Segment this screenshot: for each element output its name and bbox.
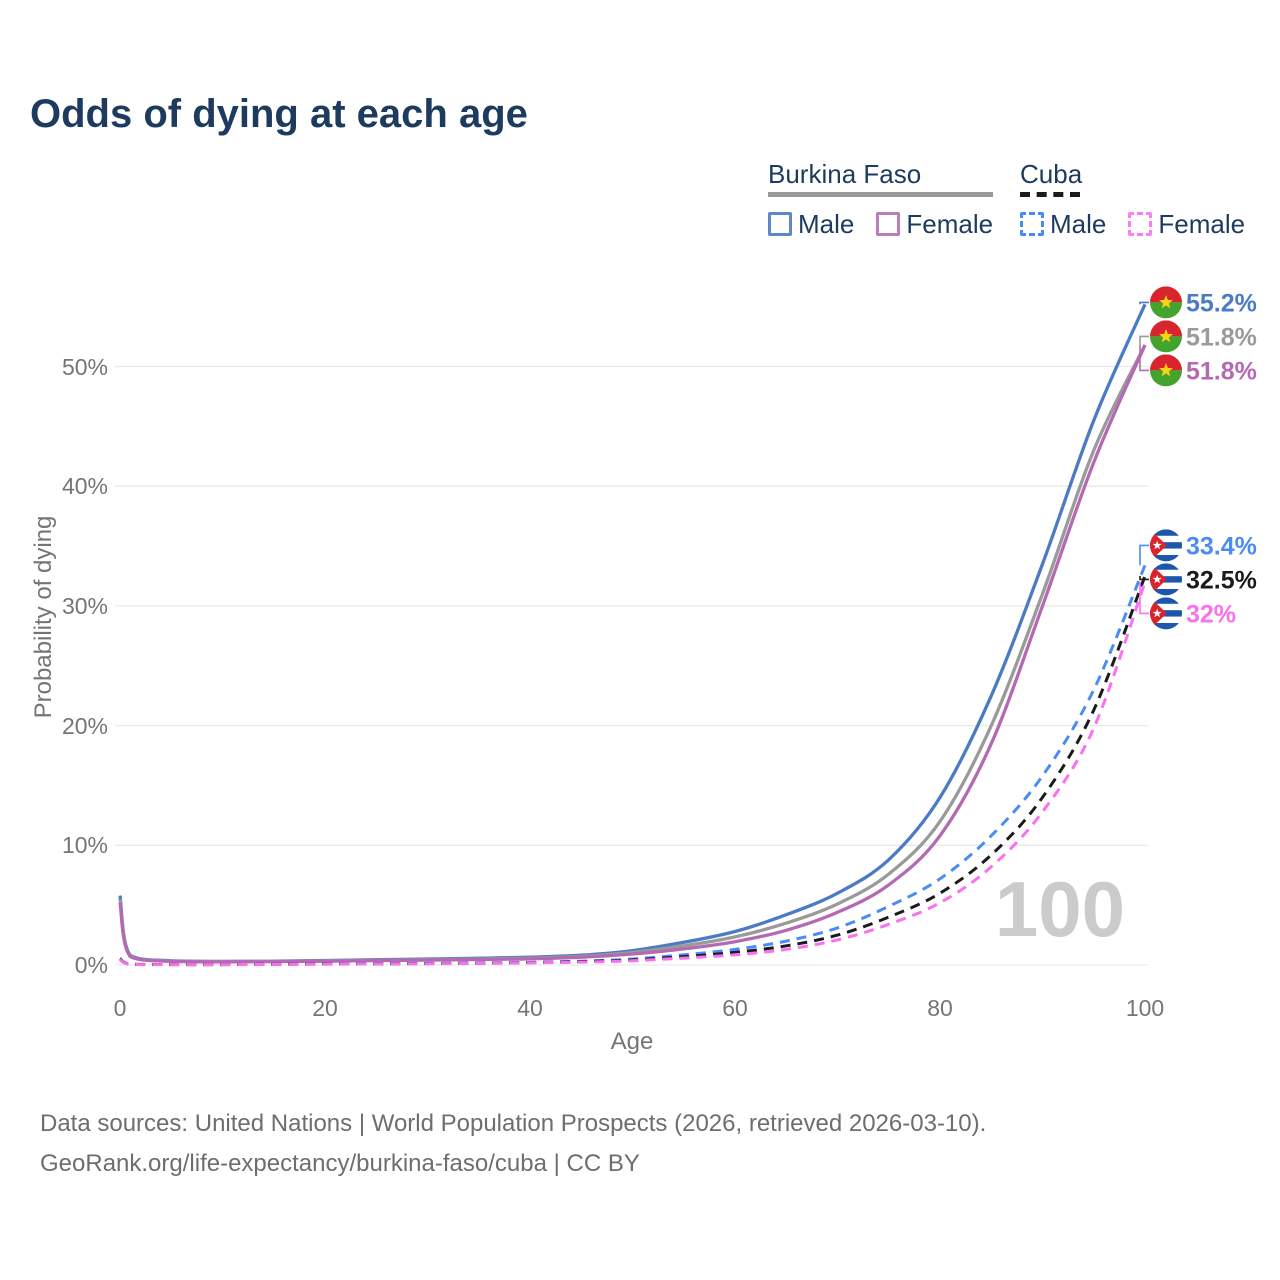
- y-tick-label-0%: 0%: [74, 952, 108, 978]
- end-value-label-burkina-faso-male: 55.2%: [1186, 289, 1257, 317]
- end-value-label-cuba-both: 32.5%: [1186, 566, 1257, 594]
- legend-label-burkina-faso-female: Female: [906, 208, 994, 239]
- cuba-flag-icon: [1150, 563, 1182, 596]
- cuba-flag-icon: [1150, 597, 1182, 630]
- end-value-label-burkina-faso-female: 51.8%: [1186, 357, 1257, 385]
- label-connector-burkina-faso-both: [1139, 335, 1149, 345]
- legend-row-cuba: Male Female: [1020, 209, 1245, 240]
- legend-label-cuba-female: Female: [1158, 208, 1246, 239]
- series-line-burkina-faso-female: [118, 344, 1147, 964]
- page-title: Odds of dying at each age: [30, 92, 528, 136]
- legend-label-cuba-male: Male: [1050, 208, 1107, 239]
- checkbox-cuba-female[interactable]: [1128, 212, 1153, 237]
- x-tick-label-0: 0: [113, 995, 127, 1021]
- label-connector-cuba-female: [1139, 582, 1149, 615]
- attribution-line: GeoRank.org/life-expectancy/burkina-faso…: [40, 1150, 640, 1177]
- y-tick-label-40%: 40%: [61, 473, 108, 500]
- legend-header-cuba: Cuba: [1020, 159, 1083, 189]
- y-tick-label-30%: 30%: [61, 592, 108, 619]
- cuba-line-swatch: [1020, 191, 1080, 197]
- burkina-faso-flag-icon: [1150, 286, 1182, 319]
- label-connector-cuba-both: [1139, 576, 1149, 581]
- label-connector-burkina-faso-female: [1139, 345, 1149, 372]
- y-tick-label-50%: 50%: [61, 353, 108, 380]
- x-tick-label-80: 80: [927, 995, 953, 1021]
- x-tick-label-100: 100: [1125, 995, 1165, 1021]
- x-axis-title: Age: [610, 1028, 654, 1055]
- legend-item-burkina-faso-female[interactable]: Female: [876, 209, 993, 240]
- legend-item-cuba-female[interactable]: Female: [1128, 209, 1245, 240]
- burkina-faso-line-swatch: [768, 191, 994, 197]
- data-source-line: Data sources: United Nations | World Pop…: [40, 1110, 987, 1137]
- x-tick-label-40: 40: [517, 995, 543, 1021]
- legend-label-burkina-faso-male: Male: [798, 208, 855, 239]
- label-connector-burkina-faso-male: [1139, 301, 1149, 305]
- series-line-cuba-female: [119, 581, 1147, 967]
- series-line-burkina-faso-male: [118, 303, 1147, 964]
- legend-header-burkina-faso: Burkina Faso: [768, 159, 922, 189]
- x-tick-label-60: 60: [722, 995, 748, 1021]
- legend-item-cuba-male[interactable]: Male: [1020, 209, 1106, 240]
- end-value-label-cuba-female: 32%: [1186, 600, 1236, 628]
- checkbox-burkina-faso-female[interactable]: [876, 212, 901, 237]
- legend-group-cuba: Cuba Male Female: [1020, 160, 1245, 240]
- legend-group-burkina-faso: Burkina Faso Male Female: [768, 159, 994, 240]
- x-tick-label-20: 20: [312, 995, 338, 1021]
- checkbox-cuba-male[interactable]: [1020, 212, 1044, 237]
- legend-item-burkina-faso-male[interactable]: Male: [768, 209, 854, 240]
- cuba-flag-icon: [1150, 529, 1182, 562]
- end-value-label-burkina-faso-both: 51.8%: [1186, 323, 1257, 351]
- burkina-faso-flag-icon: [1150, 320, 1182, 353]
- y-tick-label-20%: 20%: [61, 712, 108, 739]
- age-counter-watermark: 100: [994, 865, 1126, 953]
- end-value-label-cuba-male: 33.4%: [1186, 532, 1257, 560]
- label-connector-cuba-male: [1139, 544, 1149, 566]
- burkina-faso-flag-icon: [1150, 354, 1182, 387]
- checkbox-burkina-faso-male[interactable]: [768, 212, 792, 237]
- y-tick-label-10%: 10%: [61, 832, 108, 859]
- legend-row-burkina-faso: Male Female: [768, 209, 993, 240]
